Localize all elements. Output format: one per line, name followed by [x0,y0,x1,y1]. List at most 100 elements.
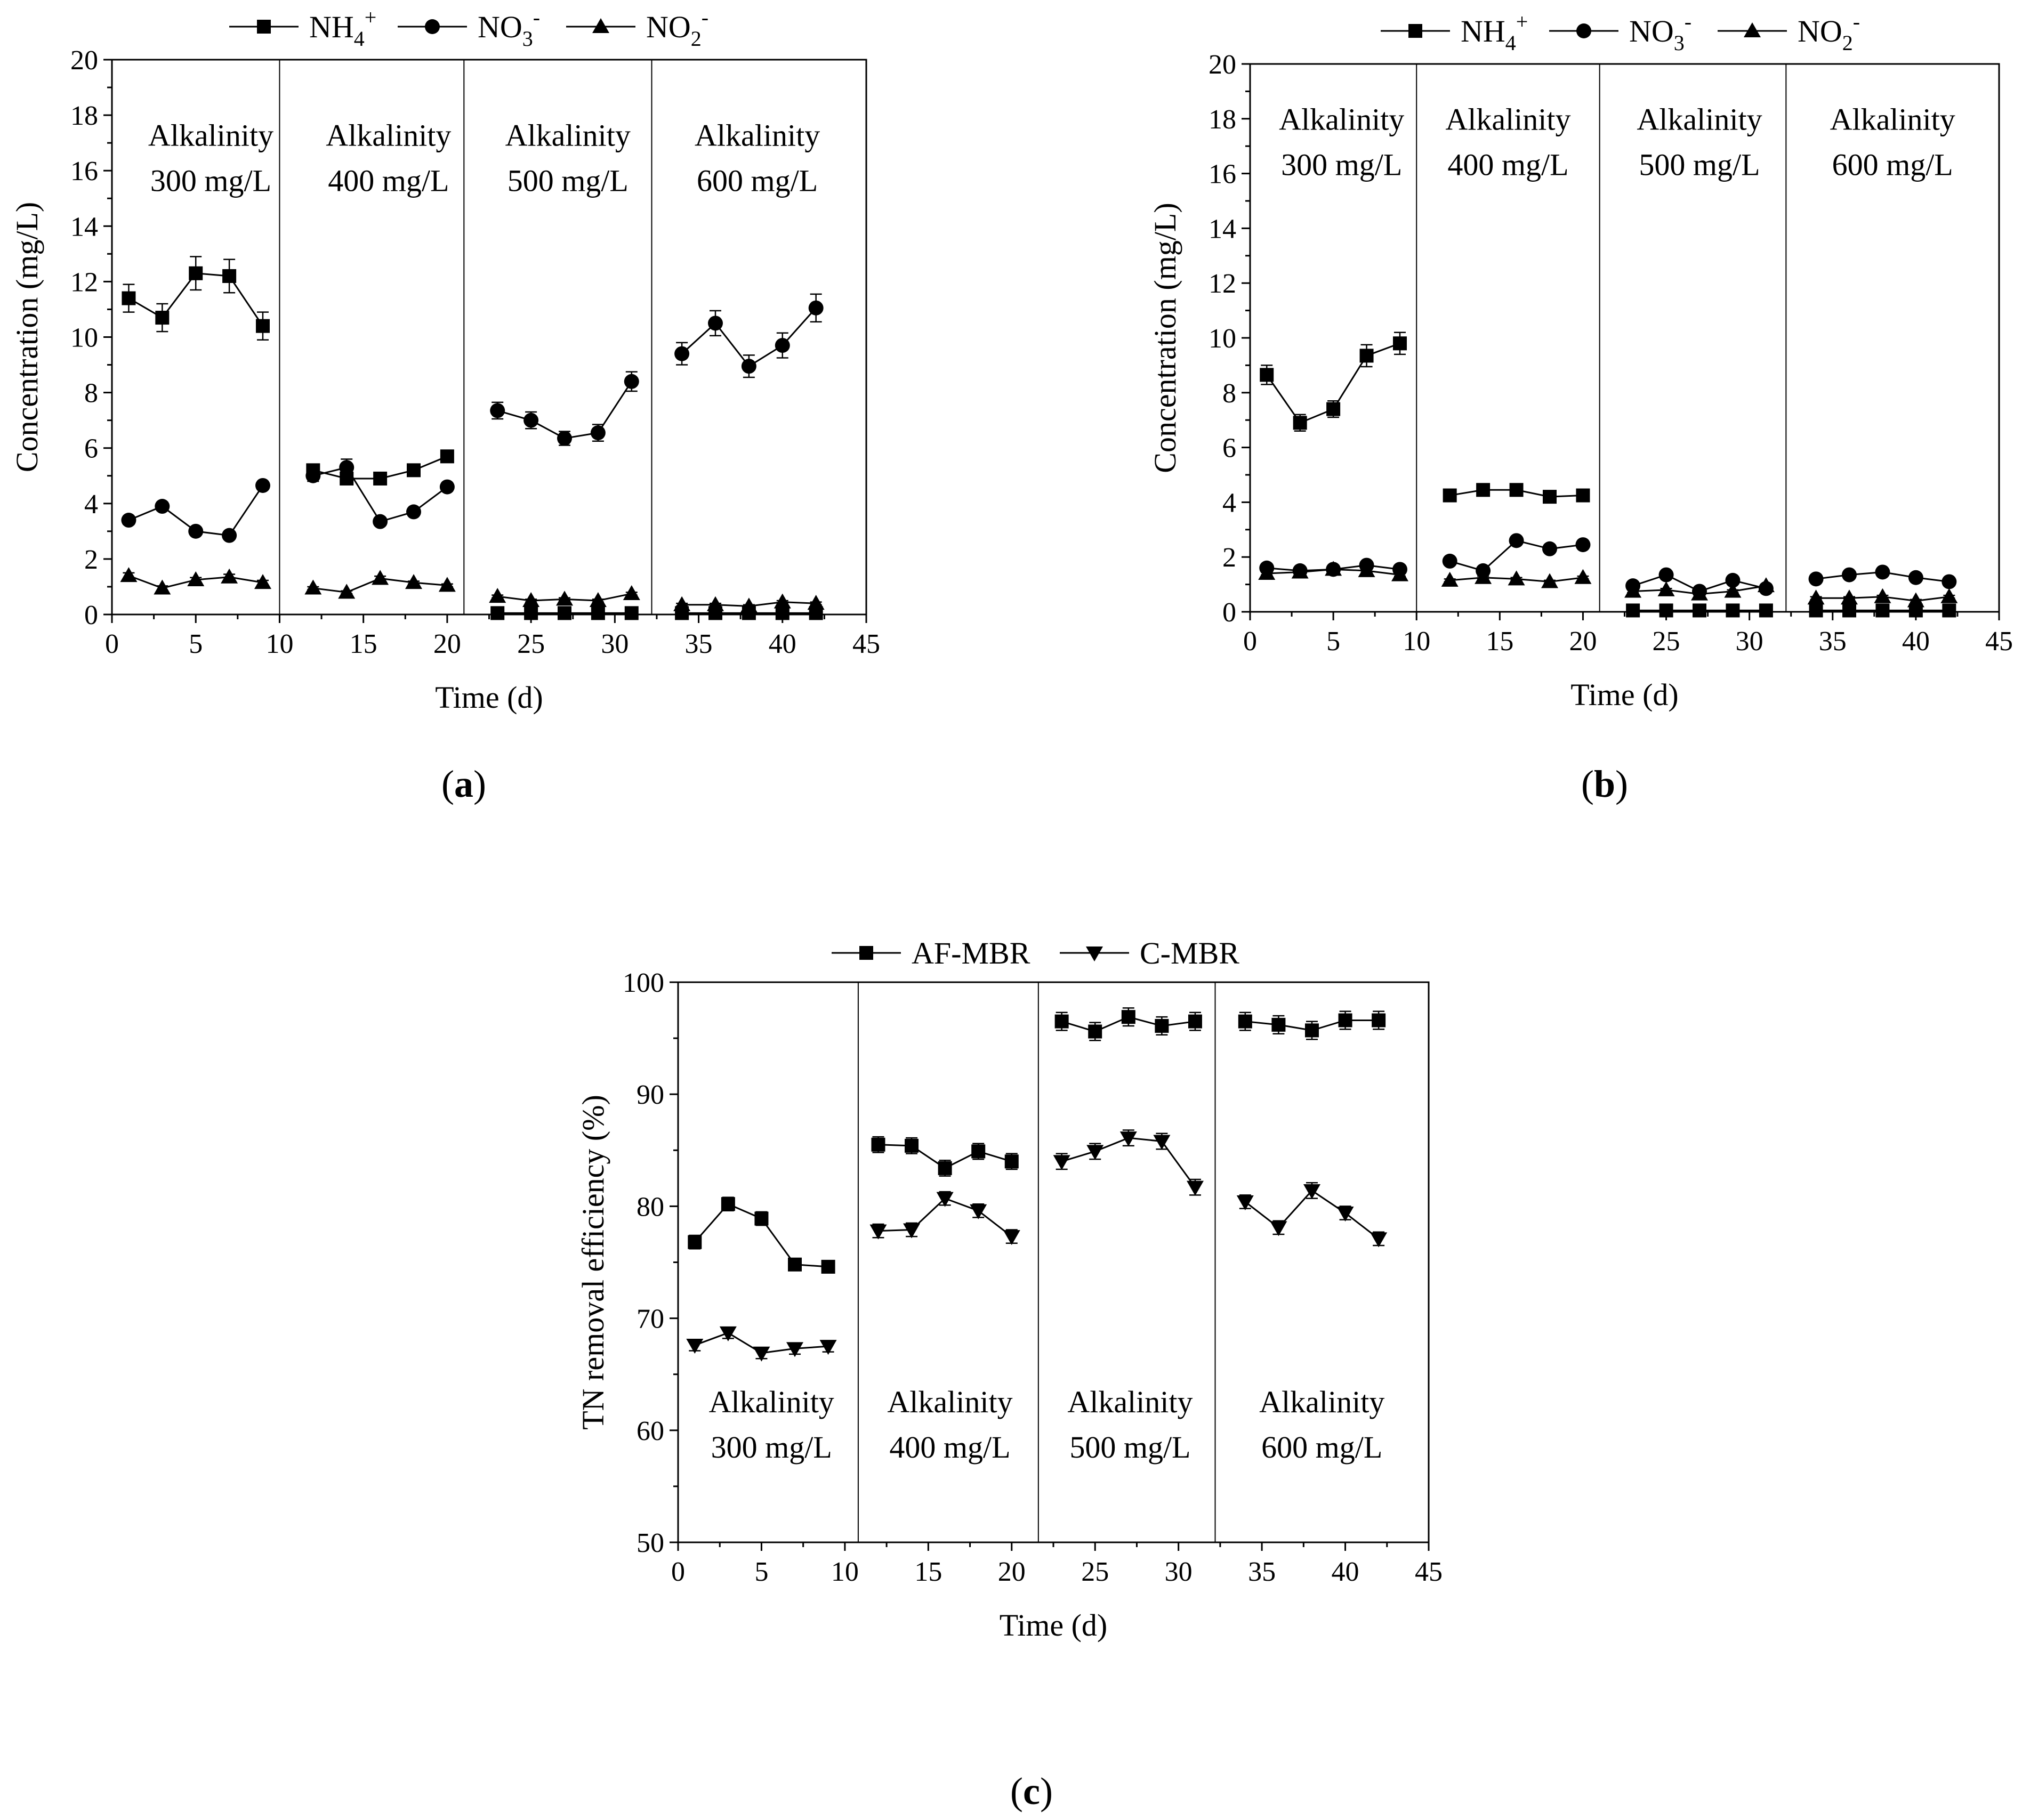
data-point [1188,1014,1202,1029]
data-point [189,266,203,280]
data-point [1443,488,1457,503]
y-tick-label: 8 [1222,378,1236,409]
legend-label-base: NH [309,10,354,44]
data-point [1808,571,1824,587]
data-point [1326,402,1341,416]
panel-label-paren: ) [1040,1770,1053,1813]
y-tick-label: 4 [1222,488,1236,518]
data-point [1509,533,1524,548]
phase-annotation: Alkalinity [505,118,631,152]
data-point [1726,603,1740,618]
phase-annotation: Alkalinity [1259,1385,1384,1419]
panel-label-paren: ( [441,763,454,805]
data-point [1476,483,1491,497]
data-point [1088,1024,1102,1039]
phase-annotation: Alkalinity [1637,102,1762,136]
legend-label-superscript: - [1685,10,1691,34]
data-point [1541,573,1558,588]
data-point [786,1342,804,1357]
data-point [373,514,388,529]
series-AF-MBR [688,1007,1386,1274]
phase-annotation: 300 mg/L [1281,147,1402,182]
data-point [1693,603,1706,618]
data-point [1724,583,1742,598]
data-point [1842,603,1856,618]
y-tick-label: 0 [84,600,98,630]
phase-annotation: Alkalinity [148,118,273,152]
data-point [255,478,270,493]
legend-marker [1576,23,1591,38]
legend-label: NO3- [478,5,540,51]
x-tick-label: 5 [189,629,203,659]
data-point [938,1161,952,1175]
data-point [1942,574,1957,589]
data-point [1691,585,1708,601]
data-point [721,1197,735,1211]
data-point [1304,1023,1319,1038]
x-tick-label: 40 [1332,1557,1359,1587]
data-point [1370,1232,1388,1248]
data-point [121,513,136,528]
y-axis-label: Concentration (mg/L) [10,202,44,472]
phase-annotation: Alkalinity [887,1385,1012,1419]
series-C-MBR [686,1129,1388,1362]
panel-label-paren: ) [1615,763,1628,805]
data-point [1626,603,1640,618]
data-point [1842,567,1857,583]
x-tick-label: 35 [685,629,713,659]
data-point [439,479,455,495]
phase-annotation: 400 mg/L [328,163,449,198]
legend-label: NH4+ [1461,10,1528,55]
data-point [741,359,756,374]
legend-marker [592,18,609,33]
phase-annotation: Alkalinity [326,118,451,152]
data-point [1807,589,1825,605]
series-NO3- [121,293,824,543]
data-point [1293,416,1307,430]
x-tick-label: 30 [601,629,629,659]
legend: NH4+ NO3- NO2- [229,5,708,51]
data-point [821,1259,835,1274]
y-axis-label: Concentration (mg/L) [1148,203,1182,473]
phase-annotation: 600 mg/L [1832,147,1953,182]
data-point [707,596,724,611]
y-tick-label: 80 [637,1192,664,1222]
data-point [970,1204,987,1219]
data-point [624,606,639,620]
data-point [754,1211,769,1226]
data-point [1475,569,1492,584]
data-point [1809,603,1823,618]
y-tick-label: 20 [70,45,98,76]
data-point [1372,1013,1386,1028]
data-point [1624,583,1642,598]
panel-label: (a) [441,763,486,805]
x-tick-label: 25 [1653,626,1680,657]
data-point [155,311,170,325]
data-point [1054,1014,1069,1029]
data-point [1119,1131,1137,1147]
y-tick-label: 0 [1222,597,1236,628]
data-point [304,579,322,595]
legend-label-superscript: + [1516,10,1528,34]
data-point [256,319,270,333]
data-point [1441,571,1459,587]
data-point [338,584,356,599]
data-point [1874,588,1891,603]
x-axis-label: Time (d) [1570,677,1679,712]
chart-panel-c: 0 5 10 15 20 25 30 35 40 45 50 60 70 80 90 100 Time (d) T… [576,936,1443,1813]
data-point [1086,1145,1104,1160]
data-point [154,579,171,595]
data-point [674,346,690,361]
data-point [155,499,170,514]
series-NO2- [120,567,825,613]
y-tick-label: 50 [637,1528,664,1558]
data-point [339,460,355,475]
y-tick-label: 20 [1209,50,1236,80]
data-point [1338,1013,1352,1028]
data-point [556,591,573,606]
y-tick-label: 12 [70,267,98,297]
phase-annotation: 500 mg/L [1639,147,1760,182]
chart-panel-b: 0 5 10 15 20 25 30 35 40 45 0 2 4 6 8 10 12 14 16 18 20 Time … [1148,10,2013,805]
legend-label-subscript: 2 [691,27,702,51]
